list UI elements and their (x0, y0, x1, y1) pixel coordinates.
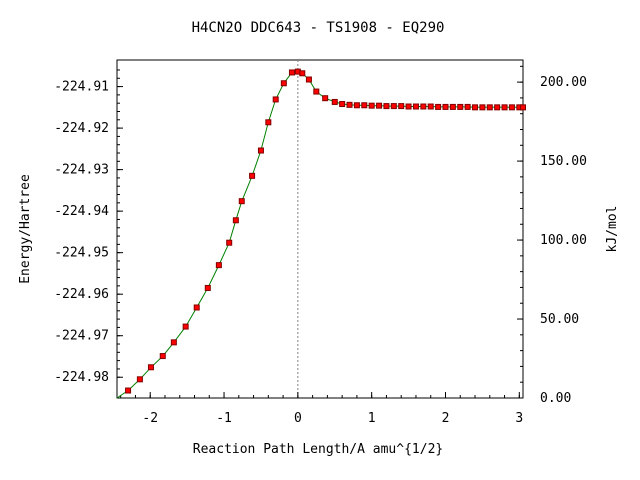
data-point (442, 103, 449, 110)
data-point (313, 88, 320, 95)
data-point (435, 103, 442, 110)
data-point (449, 103, 456, 110)
data-point (331, 98, 338, 105)
y2-tick-label: 100.00 (540, 233, 587, 248)
data-point (368, 102, 375, 109)
data-point (353, 102, 360, 109)
y-tick-label: -224.96 (54, 287, 109, 302)
x-tick-label: 0 (294, 411, 302, 426)
data-point (501, 104, 508, 111)
data-point (520, 104, 526, 111)
data-point (182, 323, 189, 330)
y-tick-label: -224.93 (54, 163, 109, 178)
y-tick-label: -224.97 (54, 329, 109, 344)
y-axis-label: Energy/Hartree (18, 174, 33, 284)
data-point (288, 69, 295, 76)
x-tick-label: 1 (368, 411, 376, 426)
data-point (249, 172, 256, 179)
data-point (125, 387, 132, 394)
right-axis: 200.00 150.00 100.00 50.00 0.00 (517, 65, 587, 406)
data-point (390, 103, 397, 110)
data-point (136, 376, 143, 383)
data-point (427, 103, 434, 110)
data-point (322, 95, 329, 102)
y-tick-label: -224.92 (54, 121, 109, 136)
data-point (457, 103, 464, 110)
y-tick-label: -224.91 (54, 80, 109, 95)
data-point (299, 70, 306, 77)
data-point (361, 102, 368, 109)
data-point (486, 104, 493, 111)
data-point (508, 104, 515, 111)
data-point (238, 198, 245, 205)
y-tick-label: -224.98 (54, 370, 109, 385)
data-point (159, 353, 166, 360)
x-tick-label: 3 (515, 411, 523, 426)
left-axis: -224.91 -224.92 -224.93 -224.94 -224.95 -224.… (54, 69, 123, 385)
data-point (346, 101, 353, 108)
x-tick-label: 2 (442, 411, 450, 426)
y-tick-label: -224.94 (54, 204, 109, 219)
data-point (232, 217, 239, 224)
plot-frame (116, 59, 524, 399)
data-point (305, 76, 312, 83)
data-point (398, 103, 405, 110)
data-point (215, 262, 222, 269)
y-tick-label: -224.95 (54, 246, 109, 261)
data-point (265, 119, 272, 126)
y2-tick-label: 200.00 (540, 75, 587, 90)
data-point (280, 80, 287, 87)
x-tick-label: -1 (216, 411, 232, 426)
data-point (170, 339, 177, 346)
data-point-markers (125, 68, 526, 394)
data-point (412, 103, 419, 110)
y2-tick-label: 150.00 (540, 154, 587, 169)
chart-title: H4CN2O DDC643 - TS1908 - EQ290 (192, 20, 445, 36)
data-point (472, 104, 479, 111)
data-point (494, 104, 501, 111)
data-point (464, 103, 471, 110)
data-point (272, 96, 279, 103)
data-point (339, 101, 346, 108)
data-point (147, 364, 154, 371)
x-tick-label: -2 (142, 411, 158, 426)
energy-curve-line (116, 71, 523, 399)
data-point (376, 102, 383, 109)
data-point (383, 103, 390, 110)
data-point (479, 104, 486, 111)
data-point (420, 103, 427, 110)
y2-tick-label: 0.00 (540, 391, 571, 406)
x-axis-label: Reaction Path Length/A amu^{1/2} (193, 442, 443, 457)
y2-tick-label: 50.00 (540, 312, 579, 327)
bottom-axis: -2 -1 0 1 2 3 (120, 392, 523, 426)
y2-axis-label: kJ/mol (605, 206, 620, 253)
data-point (226, 239, 233, 246)
data-point (204, 284, 211, 291)
data-point (257, 147, 264, 154)
data-point (405, 103, 412, 110)
data-point (193, 304, 200, 311)
